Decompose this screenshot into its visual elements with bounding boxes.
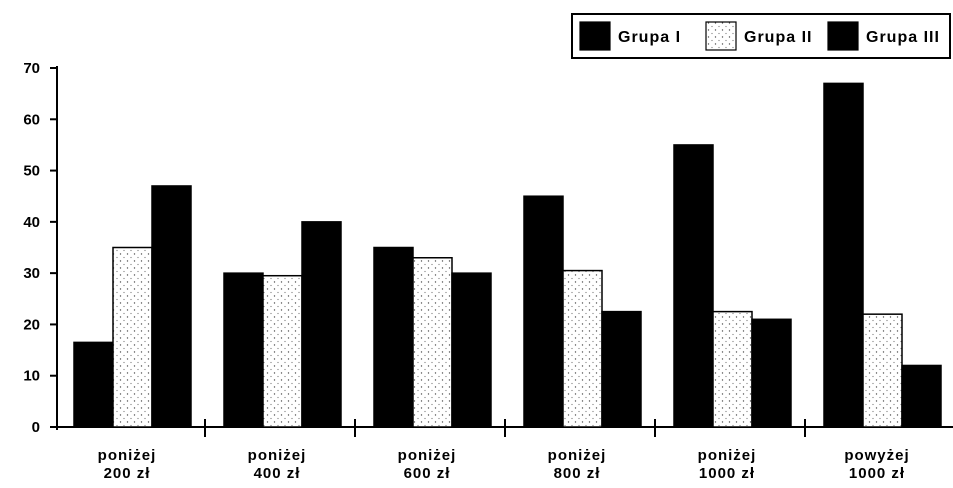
bar-grupa-i	[73, 341, 114, 428]
bar-grupa-iii	[451, 272, 492, 428]
bar-grupa-ii	[712, 310, 753, 428]
bar-grupa-i	[523, 195, 564, 428]
bar-grupa-i	[373, 246, 414, 428]
legend-box	[571, 13, 951, 59]
x-category-label: 600 zł	[404, 465, 451, 482]
bar-grupa-ii	[562, 269, 603, 428]
legend-label: Grupa I	[618, 29, 681, 46]
bar-grupa-ii	[262, 274, 303, 428]
bar-grupa-i	[823, 82, 864, 428]
chart-bars	[73, 82, 942, 428]
legend-swatch	[705, 21, 737, 51]
y-tick-label: 40	[23, 214, 40, 231]
bar-grupa-iii	[751, 318, 792, 428]
bar-grupa-ii	[862, 313, 903, 428]
y-tick-label: 70	[23, 60, 40, 77]
x-category-label: powyżej	[844, 447, 909, 464]
x-category-label: 1000 zł	[699, 465, 755, 482]
x-category-label: 400 zł	[254, 465, 301, 482]
bar-grupa-i	[673, 144, 714, 428]
x-category-label: poniżej	[698, 447, 757, 464]
bar-grupa-iii	[301, 221, 342, 428]
y-tick-label: 20	[23, 316, 40, 333]
legend-label: Grupa II	[744, 29, 812, 46]
x-category-label: poniżej	[98, 447, 157, 464]
y-tick-label: 50	[23, 163, 40, 180]
legend-swatch	[579, 21, 611, 51]
y-tick-label: 0	[32, 419, 40, 436]
x-category-label: 800 zł	[554, 465, 601, 482]
bar-grupa-iii	[151, 185, 192, 428]
bar-grupa-iii	[601, 310, 642, 428]
x-category-label: poniżej	[548, 447, 607, 464]
bar-grupa-ii	[112, 246, 153, 428]
x-category-label: 200 zł	[104, 465, 151, 482]
y-tick-label: 10	[23, 368, 40, 385]
chart-legend: Grupa I Grupa II Grupa III	[571, 13, 951, 59]
x-category-label: poniżej	[398, 447, 457, 464]
legend-swatch	[827, 21, 859, 51]
bar-grupa-i	[223, 272, 264, 428]
y-tick-label: 30	[23, 265, 40, 282]
x-category-label: poniżej	[248, 447, 307, 464]
x-category-label: 1000 zł	[849, 465, 905, 482]
bar-grupa-ii	[412, 257, 453, 428]
bar-grupa-iii	[901, 364, 942, 428]
legend-label: Grupa III	[866, 29, 940, 46]
y-tick-label: 60	[23, 111, 40, 128]
